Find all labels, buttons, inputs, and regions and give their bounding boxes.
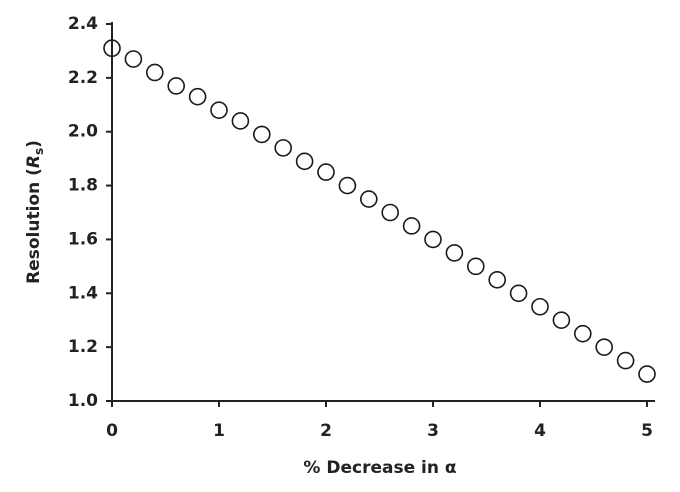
x-tick-label: 2 <box>320 421 332 441</box>
point <box>317 163 335 181</box>
point <box>509 284 528 303</box>
point <box>359 190 378 208</box>
point <box>466 257 485 276</box>
x-tick-label: 4 <box>534 421 546 441</box>
y-label-text: ) <box>24 140 44 148</box>
y-tick-label: 1.2 <box>68 337 98 357</box>
y-tick-label: 2.2 <box>68 68 98 88</box>
x-tick-label: 5 <box>641 421 653 441</box>
point <box>124 50 143 68</box>
point <box>295 152 314 171</box>
y-tick-label: 1.6 <box>68 229 98 249</box>
point <box>531 297 549 316</box>
point <box>146 63 164 82</box>
point <box>616 351 635 370</box>
y-label-symbol: R <box>24 155 44 168</box>
point <box>381 203 400 222</box>
y-tick-label: 1.8 <box>68 176 98 196</box>
x-tick-label: 3 <box>427 421 439 441</box>
point <box>338 176 357 195</box>
point <box>167 77 185 95</box>
y-label-subscript: s <box>32 148 46 155</box>
x-axis-label: % Decrease in α <box>303 458 456 478</box>
point <box>595 338 614 356</box>
point <box>638 365 656 383</box>
y-tick-label: 1.4 <box>68 283 98 303</box>
point <box>252 125 271 144</box>
y-tick-label: 2.4 <box>68 14 98 34</box>
point <box>488 271 507 289</box>
y-tick-label: 1.0 <box>68 391 98 411</box>
y-label-text: Resolution ( <box>24 168 44 284</box>
point <box>210 101 228 119</box>
point <box>424 230 442 249</box>
point <box>103 39 121 58</box>
x-tick-label: 0 <box>106 421 118 441</box>
y-tick-label: 2.0 <box>68 122 98 142</box>
point <box>445 244 464 262</box>
point <box>231 112 250 130</box>
point <box>573 324 592 343</box>
point <box>188 87 207 106</box>
point <box>552 311 571 330</box>
y-axis-label: Resolution (Rs) <box>24 140 46 284</box>
point <box>402 217 421 235</box>
x-tick-label: 1 <box>213 421 225 441</box>
point <box>274 139 293 157</box>
